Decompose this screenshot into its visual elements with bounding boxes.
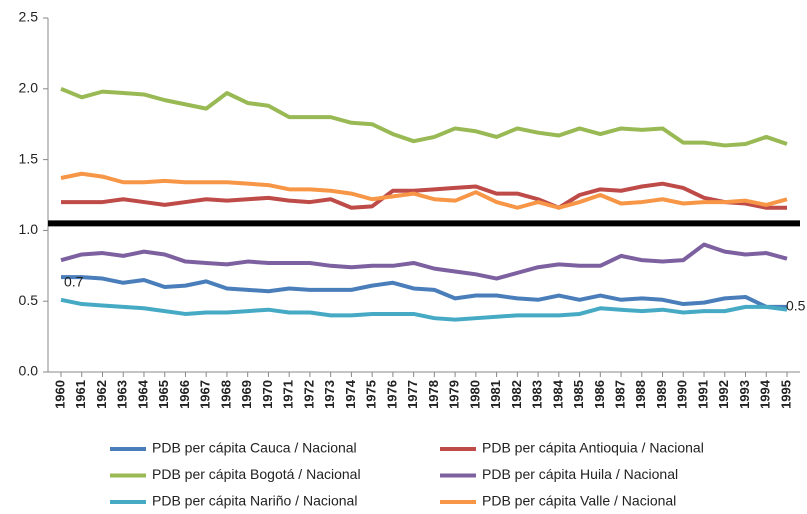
x-tick-label: 1989 [654, 380, 669, 409]
annotation: 0.7 [64, 274, 84, 290]
y-tick-label: 0.5 [19, 292, 39, 308]
x-tick-label: 1961 [73, 380, 88, 409]
x-tick-label: 1973 [322, 380, 337, 409]
x-tick-label: 1984 [550, 379, 565, 409]
x-tick-label: 1968 [218, 380, 233, 409]
legend-label: PDB per cápita Cauca / Nacional [152, 440, 357, 456]
series-line [60, 171, 788, 210]
x-tick-label: 1991 [695, 380, 710, 409]
x-tick-label: 1967 [198, 380, 213, 409]
x-tick-label: 1972 [301, 380, 316, 409]
x-tick-label: 1983 [530, 380, 545, 409]
x-tick-label: 1986 [592, 380, 607, 409]
x-tick-label: 1971 [281, 380, 296, 409]
x-tick-label: 1964 [135, 379, 150, 409]
x-tick-label: 1965 [156, 380, 171, 409]
legend-label: PDB per cápita Antioquia / Nacional [482, 440, 704, 456]
x-tick-label: 1978 [426, 380, 441, 409]
y-tick-label: 1.5 [19, 150, 39, 166]
series-line [61, 275, 787, 309]
x-tick-label: 1979 [447, 380, 462, 409]
x-tick-label: 1969 [239, 380, 254, 409]
annotation: 0.5 [786, 298, 806, 314]
x-tick-label: 1981 [488, 380, 503, 409]
x-tick-label: 1992 [716, 380, 731, 409]
legend-label: PDB per cápita Bogotá / Nacional [152, 466, 361, 482]
x-tick-label: 1970 [260, 380, 275, 409]
x-tick-label: 1975 [364, 380, 379, 409]
x-tick-label: 1976 [384, 380, 399, 409]
x-tick-label: 1982 [509, 380, 524, 409]
y-tick-label: 0.0 [19, 363, 39, 379]
legend-label: PDB per cápita Valle / Nacional [482, 493, 676, 509]
x-tick-label: 1985 [571, 380, 586, 409]
x-tick-label: 1966 [177, 380, 192, 409]
y-tick-label: 2.5 [19, 9, 39, 25]
x-tick-label: 1962 [94, 380, 109, 409]
series-line [61, 181, 787, 210]
x-tick-label: 1977 [405, 380, 420, 409]
series-line [60, 297, 788, 322]
x-tick-label: 1963 [115, 380, 130, 409]
x-tick-label: 1993 [737, 380, 752, 409]
x-tick-label: 1990 [675, 380, 690, 409]
y-tick-label: 1.0 [19, 221, 39, 237]
x-tick-label: 1994 [758, 379, 773, 409]
x-tick-label: 1988 [633, 380, 648, 409]
x-tick-label: 1987 [612, 380, 627, 409]
x-tick-label: 1974 [343, 379, 358, 409]
x-tick-label: 1980 [467, 380, 482, 409]
legend-label: PDB per cápita Huila / Nacional [482, 466, 678, 482]
series-line [60, 86, 788, 148]
x-tick-label: 1995 [778, 380, 793, 409]
x-tick-label: 1960 [52, 380, 67, 409]
legend-label: PDB per cápita Nariño / Nacional [152, 493, 357, 509]
y-tick-label: 2.0 [19, 80, 39, 96]
series-line [60, 242, 788, 281]
